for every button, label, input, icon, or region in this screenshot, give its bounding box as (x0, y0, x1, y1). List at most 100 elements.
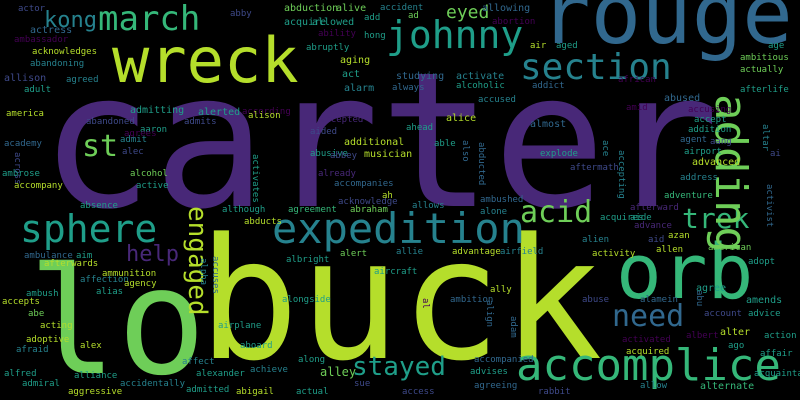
word: afraid (16, 345, 49, 355)
word: buck (198, 202, 603, 398)
word: adam (508, 316, 518, 338)
word: alien (582, 235, 610, 245)
word: aircraft (374, 267, 418, 277)
word: accused (478, 95, 516, 105)
word: agency (124, 279, 157, 289)
word: accuses (210, 256, 220, 294)
word: agrees (124, 129, 157, 139)
word: accepted (320, 115, 364, 125)
word: admiral (22, 379, 60, 389)
word: acknowledges (32, 47, 98, 57)
word: alternate (700, 381, 755, 392)
word: agreed (66, 75, 99, 85)
word: help (126, 242, 179, 267)
word: stayed (352, 352, 446, 382)
word: abe (28, 309, 45, 319)
word: abbey (330, 151, 358, 161)
word: rouge (540, 0, 793, 63)
word: ambushed (480, 195, 524, 205)
word: achieve (250, 365, 288, 375)
word: trek (682, 202, 750, 235)
word: allow (640, 381, 668, 391)
word: alec (122, 147, 144, 157)
word: accepts (2, 297, 40, 307)
word: activist (764, 184, 774, 228)
word: across (12, 152, 22, 185)
word: albert (686, 331, 719, 341)
word: access (402, 387, 435, 397)
word: advantage (452, 247, 501, 257)
word: affection (80, 275, 129, 285)
word: american (708, 243, 752, 253)
word: add (364, 13, 381, 23)
word: abused (664, 93, 701, 104)
word: wreck (112, 24, 299, 97)
word: lo (28, 236, 207, 400)
word: addict (532, 81, 565, 91)
word: orb (616, 227, 754, 316)
word: advanced (692, 157, 741, 168)
word: according (242, 107, 291, 117)
word: st (82, 129, 119, 164)
word: expedition (272, 204, 525, 253)
word: engaged (182, 206, 212, 316)
word: alliance (74, 371, 118, 381)
word: african (618, 75, 656, 85)
word: alcohol (130, 169, 168, 179)
word: accidentally (120, 379, 186, 389)
word: affair (760, 349, 793, 359)
word: adult (24, 85, 52, 95)
word: alive (336, 3, 367, 14)
word: ahead (406, 123, 434, 133)
word: altar (760, 124, 770, 152)
word: active (136, 181, 169, 191)
word: activated (622, 335, 671, 345)
word: aftermath (570, 163, 619, 173)
word: activate (456, 71, 505, 82)
word: abu (694, 290, 704, 307)
word: abandoned (86, 117, 135, 127)
word: actually (740, 65, 784, 75)
word: ally (490, 285, 512, 295)
word: kong (44, 8, 97, 33)
word: explode (540, 149, 578, 159)
word: aide (630, 213, 652, 223)
word: alter (720, 327, 751, 338)
word: ammunition (102, 269, 157, 279)
word: ambition (450, 295, 494, 305)
word: accompany (14, 181, 63, 191)
word: address (680, 173, 718, 183)
word: advises (470, 367, 508, 377)
word: abusive (310, 149, 348, 159)
word: aggressive (68, 387, 123, 397)
word: actual (296, 387, 329, 397)
word: ambush (26, 289, 59, 299)
word: abraham (350, 205, 388, 215)
word: abandoning (30, 59, 85, 69)
word: alert (340, 249, 368, 259)
word: accompanied (474, 355, 534, 365)
word: aged (556, 41, 578, 51)
word: activates (250, 154, 260, 203)
word: accepting (616, 150, 626, 199)
word: sphere (20, 207, 158, 251)
word: ambassador (14, 35, 69, 45)
word: alexander (196, 369, 245, 379)
word: aid (648, 235, 665, 245)
word: action (764, 331, 797, 341)
word: able (434, 139, 456, 149)
word: allowed (312, 17, 355, 28)
word: afterwards (44, 259, 99, 269)
word: admits (184, 117, 217, 127)
word: additional (344, 137, 405, 148)
word: alamein (640, 295, 678, 305)
word: addition (688, 125, 732, 135)
word: acquaintance (754, 369, 800, 379)
word: agreement (288, 205, 337, 215)
word: carter (40, 32, 720, 251)
word: also (460, 140, 470, 162)
word: alex (80, 341, 102, 351)
word: afterward (630, 203, 679, 213)
word: ace (600, 140, 610, 157)
word: amid (626, 103, 648, 113)
